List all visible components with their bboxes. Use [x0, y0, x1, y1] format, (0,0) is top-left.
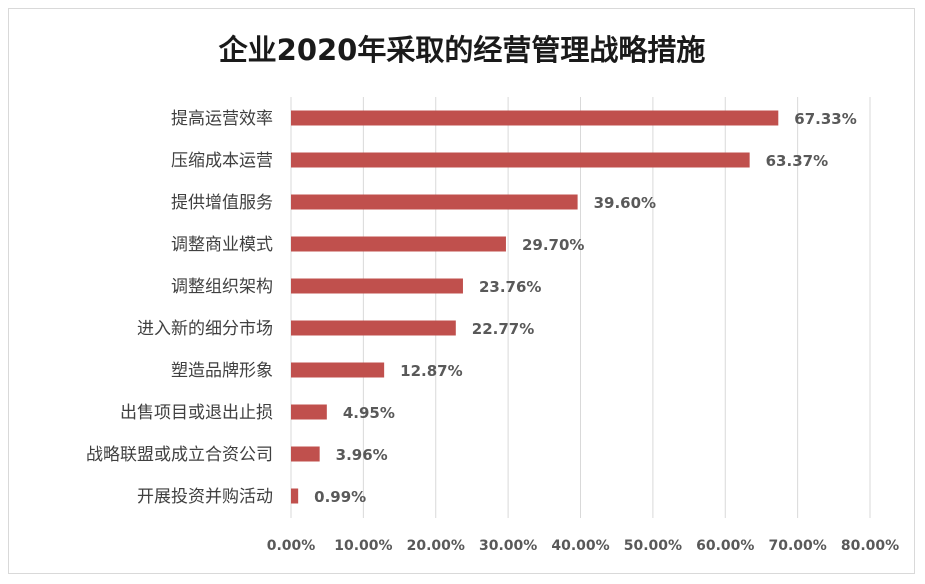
category-label: 压缩成本运营 [171, 151, 273, 171]
category-label: 战略联盟或成立合资公司 [86, 445, 273, 465]
value-labels: 67.33% 63.37% 39.60% 29.70% 23.76% 22.77% 12.8… [314, 110, 857, 506]
category-label: 提供增值服务 [171, 193, 273, 213]
x-axis-ticks: 0.00% 10.00% 20.00% 30.00% 40.00% 50.00% 60.00… [267, 538, 899, 554]
bar [291, 236, 506, 252]
value-label: 23.76% [479, 278, 541, 296]
value-label: 12.87% [400, 362, 462, 380]
category-label: 提高运营效率 [171, 109, 273, 129]
x-tick-label: 20.00% [407, 538, 465, 554]
bar [291, 404, 327, 420]
bar [291, 194, 578, 210]
x-tick-label: 70.00% [768, 538, 826, 554]
category-label: 出售项目或退出止损 [120, 403, 273, 423]
x-tick-label: 80.00% [841, 538, 899, 554]
bar [291, 446, 320, 462]
category-label: 调整商业模式 [171, 235, 273, 255]
bar [291, 320, 456, 336]
x-tick-label: 30.00% [479, 538, 537, 554]
bar [291, 362, 385, 378]
value-label: 22.77% [472, 320, 534, 338]
value-label: 3.96% [336, 446, 388, 464]
category-label: 进入新的细分市场 [137, 319, 273, 339]
bars [291, 110, 779, 504]
bar [291, 278, 463, 294]
bar [291, 110, 779, 126]
value-label: 0.99% [314, 488, 366, 506]
category-label: 塑造品牌形象 [171, 361, 273, 381]
x-tick-label: 60.00% [696, 538, 754, 554]
value-label: 67.33% [794, 110, 856, 128]
x-tick-label: 50.00% [624, 538, 682, 554]
chart-title: 企业2020年采取的经营管理战略措施 [219, 33, 706, 67]
bar [291, 152, 750, 168]
x-tick-label: 40.00% [551, 538, 609, 554]
bar [291, 488, 299, 504]
category-label: 开展投资并购活动 [137, 487, 273, 507]
value-label: 63.37% [766, 152, 828, 170]
category-labels: 提高运营效率压缩成本运营提供增值服务调整商业模式调整组织架构进入新的细分市场塑造… [86, 109, 273, 507]
x-tick-label: 0.00% [267, 538, 316, 554]
value-label: 39.60% [594, 194, 656, 212]
value-label: 29.70% [522, 236, 584, 254]
x-tick-label: 10.00% [334, 538, 392, 554]
category-label: 调整组织架构 [171, 277, 273, 297]
value-label: 4.95% [343, 404, 395, 422]
